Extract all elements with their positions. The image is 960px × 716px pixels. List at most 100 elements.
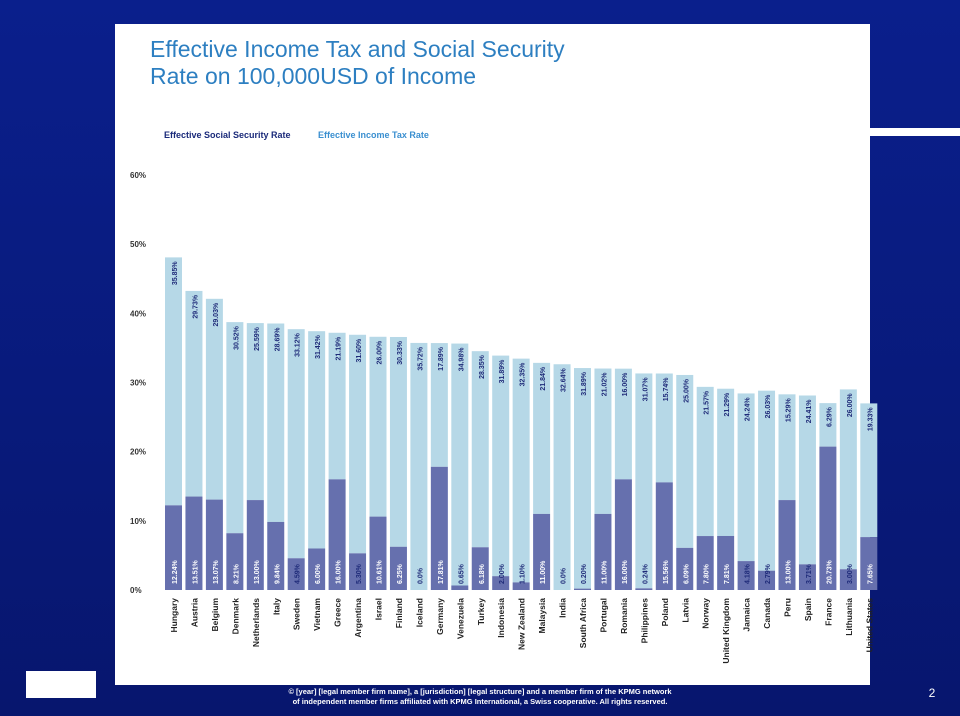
bar-income-tax xyxy=(574,368,591,589)
bar-social-security xyxy=(533,513,551,590)
data-label-income-tax: 21.19% xyxy=(336,336,343,361)
data-label-social-security: 3.00% xyxy=(847,563,854,584)
x-tick-label: Austria xyxy=(189,598,199,628)
x-tick-label: Spain xyxy=(803,598,813,621)
y-tick-label: 30% xyxy=(130,379,146,388)
footer-line-1: © [year] [legal member firm name], a [ju… xyxy=(288,687,672,696)
bar-income-tax xyxy=(798,395,816,565)
chart-title: Effective Income Tax and Social Security… xyxy=(150,36,565,89)
bar-income-tax xyxy=(451,343,469,586)
x-tick-label: France xyxy=(823,598,833,626)
bar-social-security xyxy=(717,535,735,590)
bar-social-security xyxy=(492,576,510,590)
data-label-social-security: 0.0% xyxy=(561,567,568,584)
data-label-social-security: 7.81% xyxy=(724,563,731,584)
data-label-income-tax: 30.52% xyxy=(233,325,240,350)
data-label-social-security: 16.00% xyxy=(622,559,629,584)
data-label-social-security: 6.18% xyxy=(479,563,486,584)
bar-social-security xyxy=(267,521,285,590)
bar-income-tax xyxy=(778,394,796,501)
bar-social-security xyxy=(389,546,407,590)
data-label-income-tax: 32.35% xyxy=(520,362,527,387)
x-tick-label: Latvia xyxy=(680,598,690,623)
bar-social-security xyxy=(287,558,305,590)
x-tick-label: Portugal xyxy=(598,598,608,632)
data-label-income-tax: 21.29% xyxy=(724,392,731,417)
footer-line-2: of independent member firms affiliated w… xyxy=(292,697,668,706)
x-tick-label: Greece xyxy=(333,598,343,627)
data-label-social-security: 0.0% xyxy=(417,567,424,584)
bar-social-security xyxy=(758,570,776,590)
bar-social-security xyxy=(676,547,694,590)
bar-social-security xyxy=(512,582,530,590)
data-label-income-tax: 35.85% xyxy=(172,261,179,286)
x-tick-label: Hungary xyxy=(169,598,179,633)
bar-social-security xyxy=(349,553,367,590)
bar-social-security xyxy=(655,482,673,590)
bar-income-tax xyxy=(246,323,264,501)
data-label-income-tax: 31.89% xyxy=(581,371,588,396)
data-label-income-tax: 25.59% xyxy=(254,326,261,351)
bar-income-tax xyxy=(839,389,857,570)
data-label-social-security: 4.59% xyxy=(295,563,302,584)
x-tick-label: Norway xyxy=(701,598,711,629)
x-tick-label: Romania xyxy=(619,598,629,634)
bar-income-tax xyxy=(165,257,182,506)
y-tick-label: 10% xyxy=(130,517,146,526)
x-tick-label: United Kingdom xyxy=(721,598,731,664)
bar-income-tax xyxy=(287,329,305,559)
logo-placeholder-box xyxy=(26,671,96,698)
bar-income-tax xyxy=(819,403,837,447)
x-tick-label: Denmark xyxy=(230,598,240,635)
data-label-income-tax: 35.72% xyxy=(417,346,424,371)
data-label-social-security: 10.61% xyxy=(377,559,384,584)
data-label-income-tax: 31.89% xyxy=(499,359,506,384)
data-label-social-security: 2.79% xyxy=(765,563,772,584)
data-label-income-tax: 26.00% xyxy=(377,340,384,365)
data-label-income-tax: 16.00% xyxy=(622,372,629,397)
bar-social-security xyxy=(737,561,755,590)
x-tick-label: Malaysia xyxy=(537,598,547,634)
data-label-social-security: 6.25% xyxy=(397,563,404,584)
bar-social-security xyxy=(471,547,489,590)
x-tick-label: Finland xyxy=(394,598,404,628)
data-label-social-security: 9.84% xyxy=(274,563,281,584)
bar-social-security xyxy=(839,569,857,590)
bar-income-tax xyxy=(594,368,612,514)
x-tick-label: Iceland xyxy=(414,598,424,627)
y-tick-label: 0% xyxy=(130,586,142,595)
bar-social-security xyxy=(594,513,612,590)
x-tick-label: Belgium xyxy=(210,598,220,632)
bar-income-tax xyxy=(635,373,653,589)
data-label-income-tax: 24.24% xyxy=(745,397,752,422)
bar-social-security xyxy=(165,505,182,590)
data-label-income-tax: 15.74% xyxy=(663,377,670,402)
x-tick-label: Poland xyxy=(660,598,670,626)
bar-social-security xyxy=(205,499,223,590)
bar-social-security xyxy=(860,537,878,590)
data-label-social-security: 13.07% xyxy=(213,559,220,584)
data-label-social-security: 4.18% xyxy=(745,563,752,584)
x-tick-label: South Africa xyxy=(578,598,588,648)
data-label-social-security: 17.81% xyxy=(438,559,445,584)
data-label-income-tax: 15.29% xyxy=(786,398,793,423)
bar-social-security xyxy=(185,496,203,590)
data-label-social-security: 0.65% xyxy=(458,563,465,584)
data-label-income-tax: 33.12% xyxy=(295,332,302,357)
data-label-social-security: 2.00% xyxy=(499,563,506,584)
x-tick-label: United States xyxy=(864,598,874,653)
bar-income-tax xyxy=(860,403,878,538)
bar-income-tax xyxy=(226,322,244,534)
legend-social-security: Effective Social Security Rate xyxy=(164,130,291,140)
x-tick-label: Sweden xyxy=(292,598,302,630)
bar-social-security xyxy=(614,479,632,590)
data-label-income-tax: 31.60% xyxy=(356,338,363,363)
bar-social-security xyxy=(819,446,837,590)
bar-income-tax xyxy=(205,298,223,500)
bar-social-security xyxy=(635,588,653,590)
data-label-income-tax: 32.64% xyxy=(561,367,568,392)
bar-income-tax xyxy=(533,362,551,514)
y-tick-label: 20% xyxy=(130,448,146,457)
bar-social-security xyxy=(574,588,591,590)
data-label-income-tax: 17.89% xyxy=(438,346,445,371)
